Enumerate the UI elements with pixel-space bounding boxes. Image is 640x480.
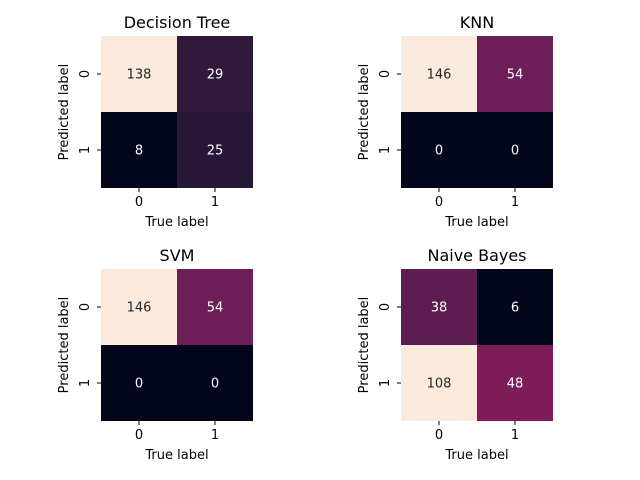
x-axis-label: True label <box>144 448 208 463</box>
heatmap-cell <box>401 112 477 188</box>
x-tick-label: 0 <box>135 195 143 210</box>
y-tick-label: 1 <box>78 146 93 154</box>
cell-value-label: 146 <box>427 68 452 83</box>
cell-value-label: 54 <box>207 301 224 316</box>
y-tick-label: 1 <box>78 379 93 387</box>
heatmap-cell <box>101 345 177 421</box>
cell-value-label: 54 <box>507 68 524 83</box>
heatmap-cell <box>477 112 553 188</box>
heatmap-cell <box>477 269 553 345</box>
cell-value-label: 0 <box>435 144 443 159</box>
chart-title: Naive Bayes <box>427 246 526 265</box>
x-axis-label: True label <box>144 215 208 230</box>
y-axis-label: Predicted label <box>57 64 72 161</box>
cell-value-label: 48 <box>507 377 524 392</box>
y-tick-label: 0 <box>378 303 393 311</box>
chart-title: SVM <box>160 246 195 265</box>
y-tick-label: 1 <box>378 146 393 154</box>
cell-value-label: 29 <box>207 68 224 83</box>
y-tick-label: 0 <box>78 303 93 311</box>
heatmap-cell <box>177 345 253 421</box>
heatmap-cell <box>177 269 253 345</box>
x-tick-label: 1 <box>211 428 219 443</box>
cell-value-label: 0 <box>211 377 219 392</box>
cell-value-label: 108 <box>427 377 452 392</box>
cell-value-label: 0 <box>511 144 519 159</box>
cell-value-label: 38 <box>431 301 448 316</box>
y-tick-label: 0 <box>378 70 393 78</box>
x-tick-label: 0 <box>435 195 443 210</box>
cell-value-label: 138 <box>127 68 152 83</box>
y-tick-label: 1 <box>378 379 393 387</box>
x-axis-label: True label <box>444 448 508 463</box>
heatmap-cell <box>101 269 177 345</box>
heatmap-cell <box>477 345 553 421</box>
heatmap-cell <box>177 112 253 188</box>
x-tick-label: 1 <box>211 195 219 210</box>
x-axis-label: True label <box>444 215 508 230</box>
cell-value-label: 8 <box>135 144 143 159</box>
x-tick-label: 0 <box>435 428 443 443</box>
heatmap-cell <box>401 269 477 345</box>
heatmap-cell <box>177 36 253 112</box>
heatmap-cell <box>401 345 477 421</box>
y-tick-label: 0 <box>78 70 93 78</box>
heatmap-cell <box>101 112 177 188</box>
cell-value-label: 6 <box>511 301 519 316</box>
chart-title: Decision Tree <box>124 13 231 32</box>
x-tick-label: 1 <box>511 195 519 210</box>
y-axis-label: Predicted label <box>357 64 372 161</box>
x-tick-label: 1 <box>511 428 519 443</box>
heatmap-cell <box>477 36 553 112</box>
y-axis-label: Predicted label <box>57 297 72 394</box>
cell-value-label: 25 <box>207 144 224 159</box>
cell-value-label: 146 <box>127 301 152 316</box>
chart-title: KNN <box>460 13 494 32</box>
heatmap-cell <box>101 36 177 112</box>
x-tick-label: 0 <box>135 428 143 443</box>
heatmap-cell <box>401 36 477 112</box>
y-axis-label: Predicted label <box>357 297 372 394</box>
cell-value-label: 0 <box>135 377 143 392</box>
